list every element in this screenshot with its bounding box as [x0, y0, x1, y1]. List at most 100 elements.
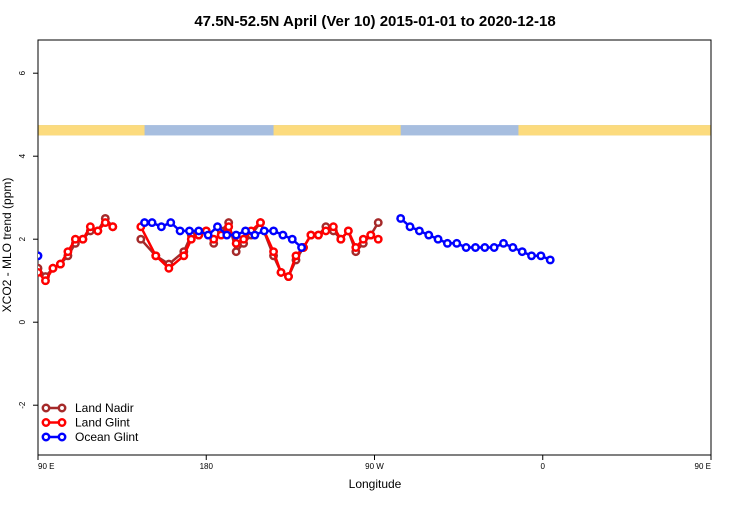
x-axis-label: Longitude: [349, 477, 402, 491]
ocean-glint-point: [545, 255, 555, 265]
ocean-glint-line: [720, 223, 750, 256]
x-tick-label: 180: [200, 462, 214, 471]
legend-marker: [57, 432, 67, 442]
land-glint-point: [55, 259, 65, 269]
land-glint-point: [78, 234, 88, 244]
land-glint-point: [186, 234, 196, 244]
ocean-glint-point: [508, 243, 518, 252]
y-tick-label: 6: [18, 70, 27, 75]
y-tick-label: 0: [18, 319, 27, 324]
land-nadir-point: [231, 247, 241, 257]
ocean-glint-point: [424, 230, 434, 240]
land-glint-point: [284, 272, 293, 281]
series-group: [38, 214, 750, 286]
ocean-glint-point: [147, 218, 157, 228]
land-glint-point: [41, 276, 50, 286]
ocean-glint-point: [726, 219, 732, 225]
y-tick-label: 4: [18, 153, 27, 158]
x-tick-label: 0: [541, 462, 546, 471]
legend-marker: [41, 403, 51, 413]
ocean-glint-point: [194, 226, 204, 236]
ocean-glint-point: [222, 230, 232, 240]
land-glint-point: [48, 263, 58, 273]
land-glint-point: [179, 251, 189, 261]
land-glint-point: [100, 218, 110, 228]
x-tick-label: 90 E: [695, 462, 711, 471]
ocean-glint-point: [278, 230, 288, 240]
land-glint-point: [224, 222, 234, 232]
land-strip-segment: [273, 125, 401, 136]
y-tick-label: 2: [18, 236, 27, 241]
land-glint-point: [291, 251, 301, 261]
ocean-glint-point: [38, 251, 43, 261]
chart-title: 47.5N-52.5N April (Ver 10) 2015-01-01 to…: [194, 13, 555, 30]
land-glint-point: [239, 234, 249, 244]
ocean-glint-point: [156, 222, 166, 232]
ocean-glint-point: [203, 230, 213, 240]
ocean-glint-point: [471, 243, 480, 252]
land-glint-point: [336, 234, 346, 244]
ocean-glint-point: [287, 234, 297, 244]
land-glint-point: [313, 230, 323, 240]
land-glint-point: [276, 267, 286, 277]
land-glint-point: [373, 234, 383, 244]
land-glint-point: [63, 247, 73, 257]
legend-marker: [57, 403, 67, 413]
legend-item-land-nadir: Land Nadir: [41, 401, 134, 415]
x-tick-label: 90 W: [365, 462, 384, 471]
ocean-glint-point: [250, 230, 260, 240]
land-glint-point: [256, 218, 265, 228]
ocean-glint-point: [717, 253, 723, 259]
land-glint-point: [328, 222, 338, 232]
land-glint-point: [306, 230, 316, 240]
ocean-glint-point: [175, 226, 185, 236]
ocean-glint-point: [259, 226, 269, 236]
ocean-glint-point: [442, 238, 452, 248]
ocean-glint-point: [461, 243, 471, 252]
legend-marker: [57, 418, 67, 427]
land-glint-point: [269, 247, 278, 257]
ocean-glint-point: [396, 214, 406, 223]
land-glint-point: [164, 263, 174, 273]
land-nadir-point: [373, 218, 383, 228]
legend-item-ocean-glint: Ocean Glint: [41, 430, 139, 444]
land-glint-point: [343, 226, 353, 236]
ocean-glint-point: [517, 247, 527, 257]
ocean-glint-point: [489, 243, 499, 252]
ocean-glint-point: [738, 219, 744, 225]
x-tick-label: 90 E: [38, 462, 54, 471]
ocean-glint-point: [452, 238, 462, 248]
ocean-glint-point: [433, 234, 443, 244]
ocean-glint-point: [414, 226, 424, 236]
plot-frame: [37, 39, 712, 456]
land-glint-point: [358, 234, 368, 244]
ocean-glint-point: [213, 222, 222, 232]
land-glint-point: [85, 222, 95, 232]
land-glint-point: [209, 234, 219, 244]
y-tick-label: -2: [18, 401, 27, 409]
legend-marker: [41, 418, 51, 427]
land-glint-point: [151, 251, 161, 261]
ocean-glint-point: [269, 226, 278, 236]
land-glint-point: [351, 243, 361, 252]
land-glint-point: [70, 234, 80, 244]
ocean-glint-point: [241, 226, 250, 236]
land-glint-point: [93, 226, 103, 236]
legend-marker: [41, 432, 51, 442]
ocean-glint-point: [499, 238, 508, 248]
ocean-glint-point: [184, 226, 194, 236]
ocean-glint-point: [166, 218, 176, 228]
land-nadir-point: [136, 234, 146, 244]
ocean-glint-point: [480, 243, 490, 252]
land-glint-point: [321, 226, 331, 236]
y-axis-label: XCO2 - MLO trend (ppm): [0, 178, 14, 313]
legend-label: Ocean Glint: [75, 430, 139, 444]
legend-label: Land Nadir: [75, 401, 134, 415]
ocean-glint-point: [405, 222, 415, 232]
land-strip-segment: [38, 125, 145, 136]
legend-item-land-glint: Land Glint: [41, 416, 130, 430]
